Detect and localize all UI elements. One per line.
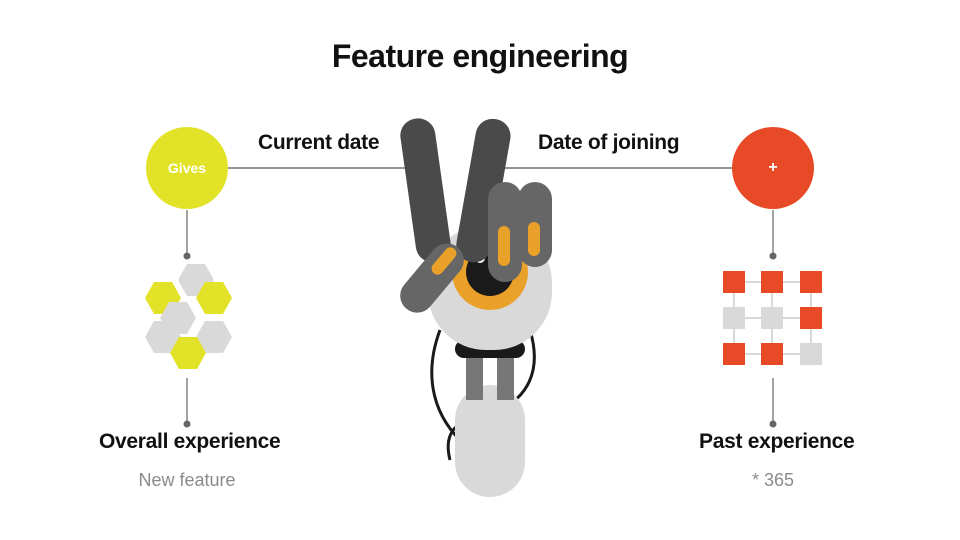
date-of-joining-label: Date of joining bbox=[538, 131, 680, 154]
overall-experience-label: Overall experience bbox=[99, 430, 281, 453]
multiply-365-text: * 365 bbox=[751, 470, 795, 490]
left-lower-dot bbox=[183, 420, 191, 428]
left-upper-dot bbox=[183, 252, 191, 260]
robot-hand-icon bbox=[400, 118, 552, 497]
gives-circle-text: Gives bbox=[167, 160, 207, 176]
hexagon-cluster-icon bbox=[145, 264, 232, 369]
gives-circle: Gives bbox=[146, 127, 228, 209]
past-experience-label: Past experience bbox=[699, 430, 855, 453]
plus-circle-text: + bbox=[768, 159, 778, 176]
new-feature-text: New feature bbox=[138, 470, 236, 490]
right-upper-dot bbox=[769, 252, 777, 260]
current-date-label: Current date bbox=[258, 131, 380, 154]
plus-circle: + bbox=[732, 127, 814, 209]
page-title: Feature engineering bbox=[331, 38, 629, 74]
right-lower-dot bbox=[769, 420, 777, 428]
square-grid-icon bbox=[723, 271, 822, 365]
